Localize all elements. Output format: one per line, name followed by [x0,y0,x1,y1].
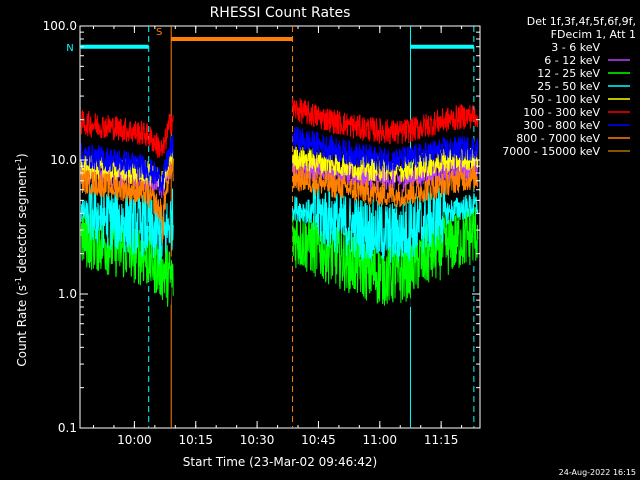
series-line [80,158,479,243]
legend-item-label: 800 - 7000 keV [516,132,600,145]
legend-header: Det 1f,3f,4f,5f,6f,9f, [527,15,636,28]
y-tick-label: 10.0 [50,153,77,167]
x-tick-label: 11:00 [362,433,397,447]
legend-item-label: 3 - 6 keV [551,41,600,54]
series-group [80,98,479,320]
series-line [80,181,479,265]
legend-header: FDecim 1, Att 1 [551,28,636,41]
state-bar-label: N [66,43,73,54]
plot-frame [79,25,481,429]
legend-item-label: 300 - 800 keV [523,119,600,132]
legend: Det 1f,3f,4f,5f,6f,9f,FDecim 1, Att 13 -… [502,15,636,158]
x-tick-label: 11:15 [424,433,459,447]
legend-item-label: 7000 - 15000 keV [502,145,600,158]
y-axis-label: Count Rate (s-1 detector segment-1) [14,153,29,366]
x-tick-label: 10:15 [178,433,213,447]
footer-date: 24-Aug-2022 16:15 [559,468,636,477]
legend-item-label: 50 - 100 keV [530,93,600,106]
plot-area [79,25,481,429]
legend-item-label: 100 - 300 keV [523,106,600,119]
legend-item-label: 25 - 50 keV [537,80,600,93]
state-bar-label: S [156,27,162,38]
attenuator-annotations: NS [66,27,474,54]
legend-item-label: 6 - 12 keV [544,54,600,67]
series-line [80,126,479,192]
series-line [80,98,479,158]
chart-title: RHESSI Count Rates [210,5,351,21]
x-axis-label: Start Time (23-Mar-02 09:46:42) [183,455,377,469]
axis-ticks: 10:00 10:15 10:30 10:45 11:00 11:15 0.1 1.0 10.0… [43,19,480,447]
y-tick-label: 1.0 [58,287,77,301]
x-tick-label: 10:45 [301,433,336,447]
y-tick-label: 100.0 [43,19,77,33]
x-tick-label: 10:00 [117,433,152,447]
legend-item-label: 12 - 25 keV [537,67,600,80]
x-tick-label: 10:30 [240,433,275,447]
y-tick-label: 0.1 [58,421,77,435]
